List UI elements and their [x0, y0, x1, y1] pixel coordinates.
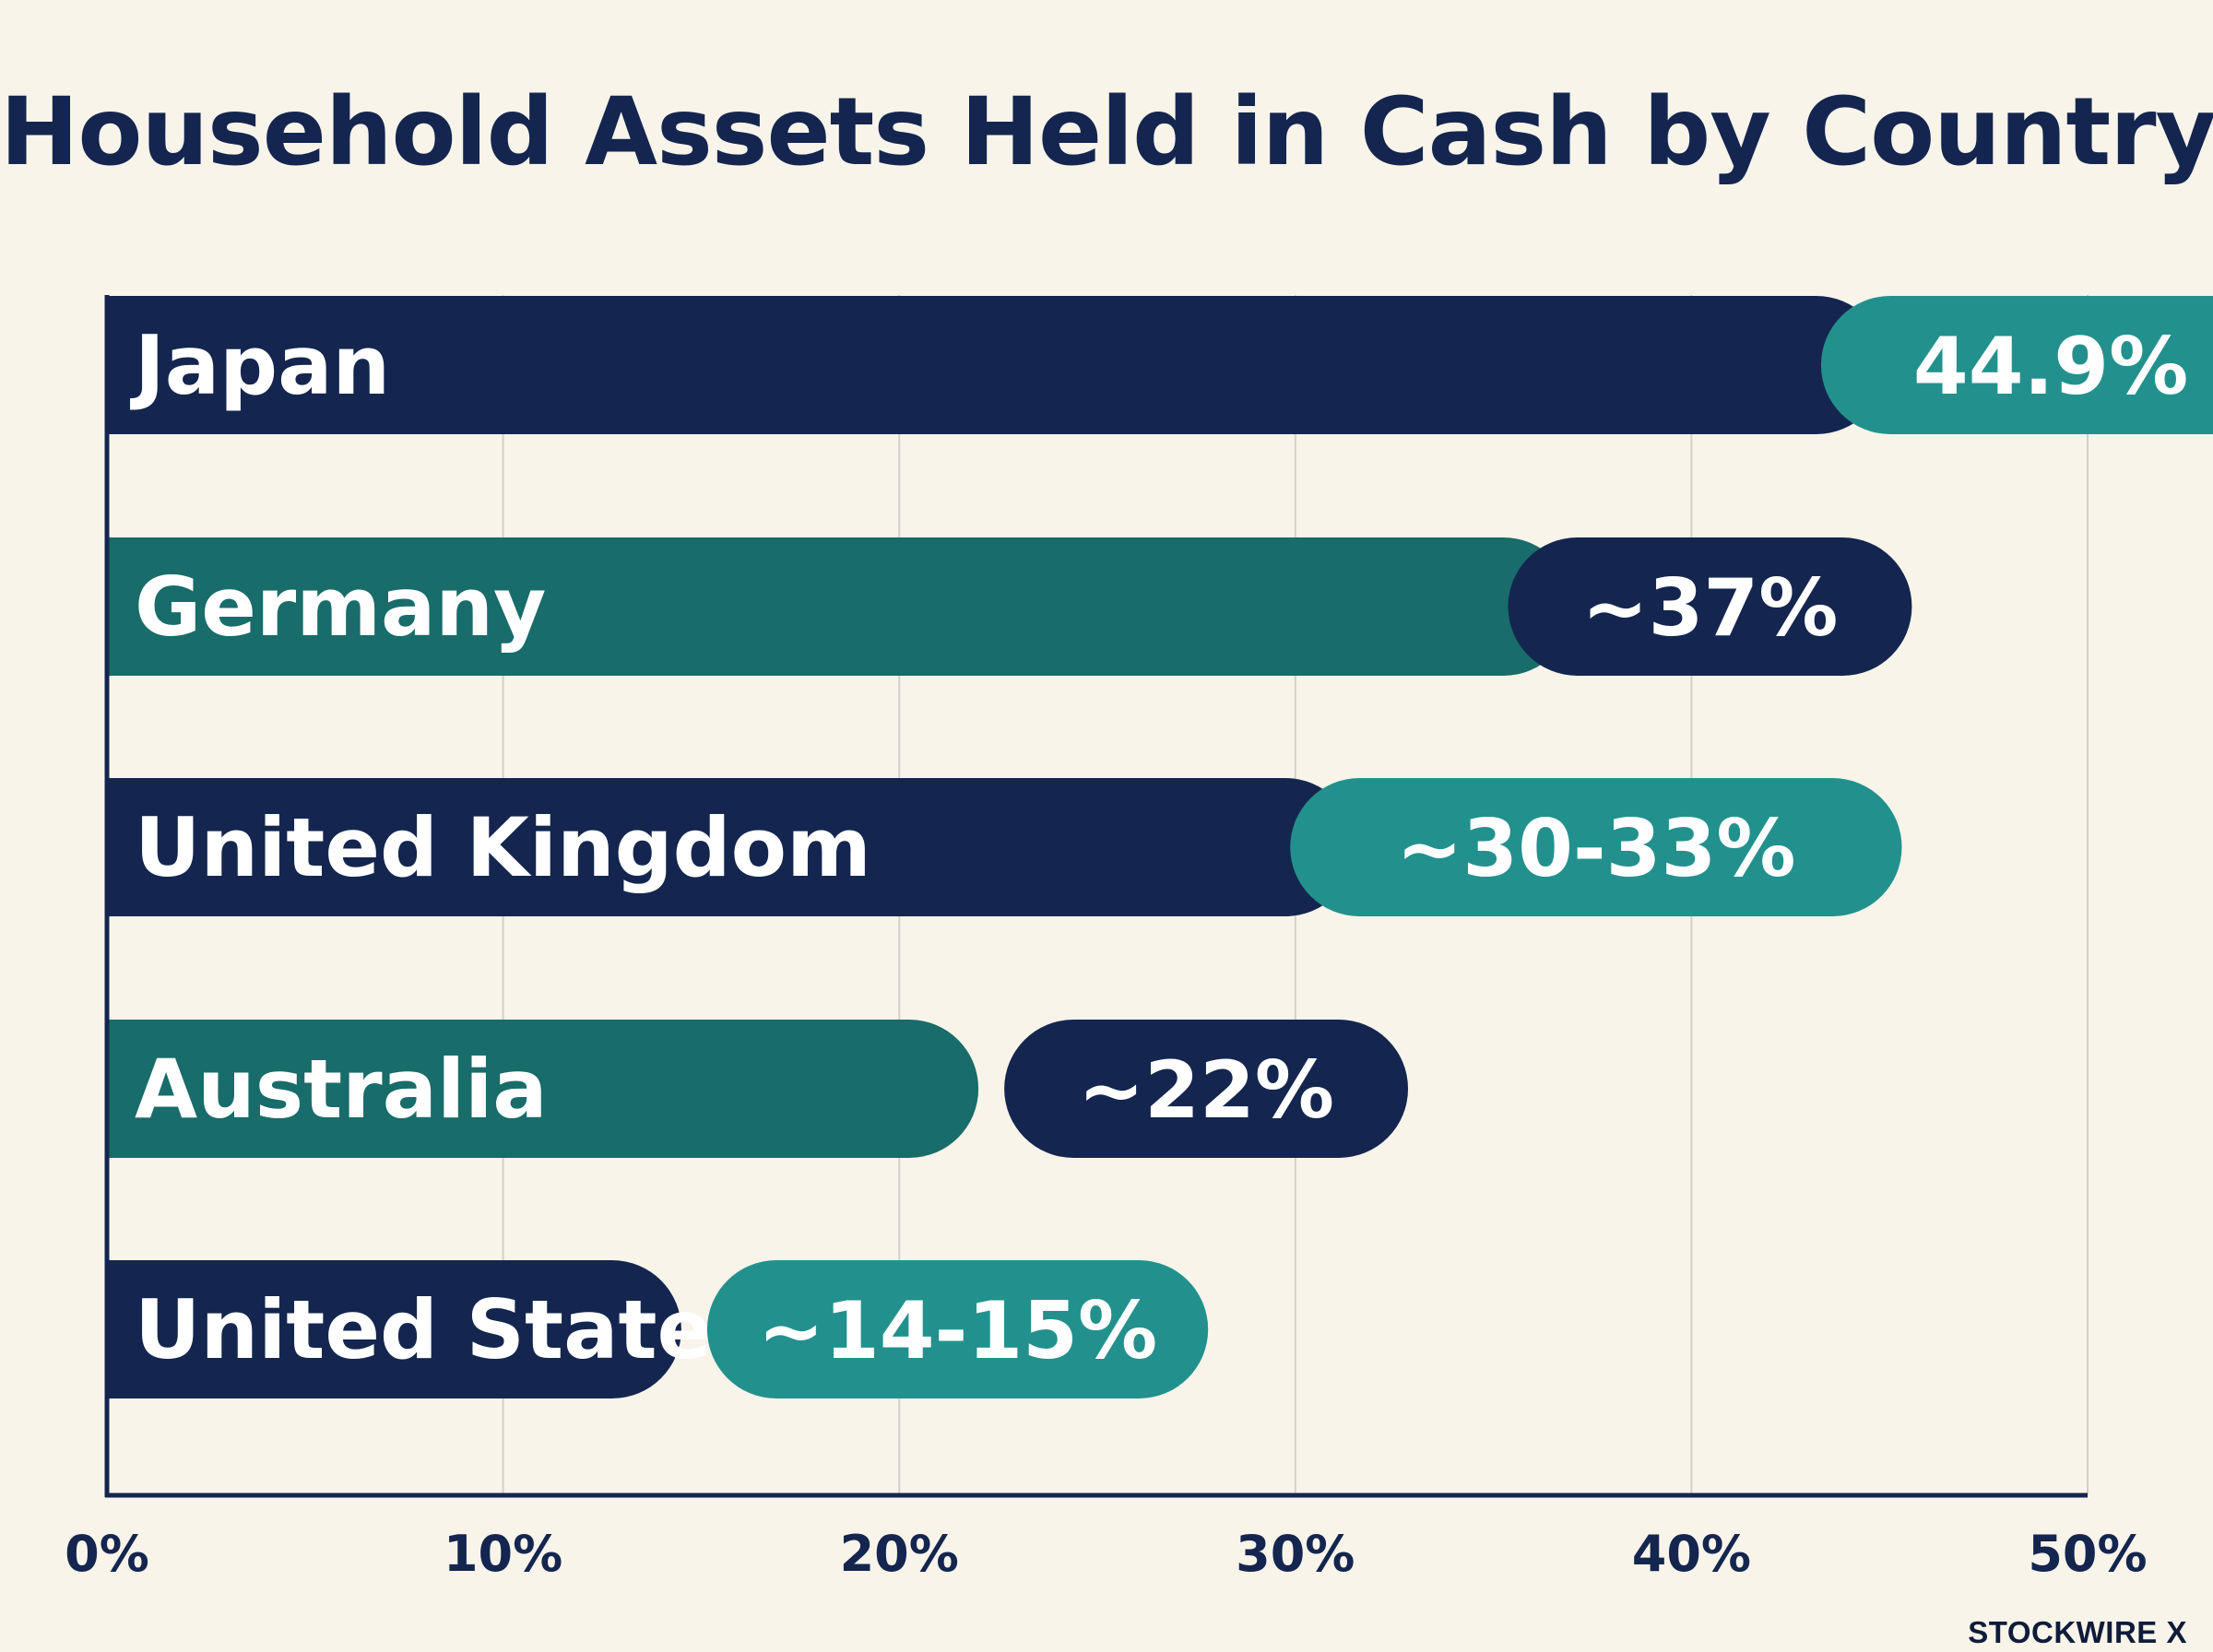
bar-value-label: ~22% — [1078, 1044, 1334, 1137]
x-tick-label: 30% — [1236, 1525, 1355, 1583]
axes — [104, 295, 2088, 1498]
bar — [107, 778, 1355, 916]
value-pill — [1508, 537, 1912, 676]
bar-value-label: ~30-33% — [1396, 803, 1795, 895]
bar — [107, 296, 1886, 434]
bar-category-label: Japan — [130, 318, 390, 413]
x-tick-label: 0% — [65, 1525, 149, 1583]
bar-category-label: Germany — [135, 560, 546, 655]
bar-value-label: ~37% — [1582, 562, 1839, 655]
value-pill — [1820, 296, 2213, 434]
value-pill — [1004, 1020, 1409, 1158]
x-tick-label: 10% — [444, 1525, 562, 1583]
bar — [107, 537, 1573, 676]
x-tick-label: 40% — [1632, 1525, 1751, 1583]
value-pill — [706, 1260, 1209, 1398]
bar-category-label: United Kingdom — [135, 800, 871, 895]
bar — [107, 1260, 681, 1398]
bar-value-label: ~14-15% — [758, 1285, 1157, 1377]
bar — [107, 1020, 979, 1158]
x-tick-labels: 0% 10% 20% 30% 40% 50% — [65, 1525, 2147, 1583]
chart-title: Household Assets Held in Cash by Country — [0, 77, 2213, 187]
bars: Japan 44.9% Germany ~37% United Kingdom ~30-3… — [107, 296, 2213, 1398]
bar-category-label: Australia — [135, 1042, 548, 1137]
bar-category-label: United States — [135, 1282, 761, 1377]
bar-value-label: 44.9% — [1913, 321, 2188, 413]
value-pill — [1290, 778, 1902, 916]
x-tick-label: 20% — [840, 1525, 959, 1583]
brand-watermark: STOCKWIRE X — [1968, 1615, 2187, 1649]
x-tick-label: 50% — [2028, 1525, 2147, 1583]
